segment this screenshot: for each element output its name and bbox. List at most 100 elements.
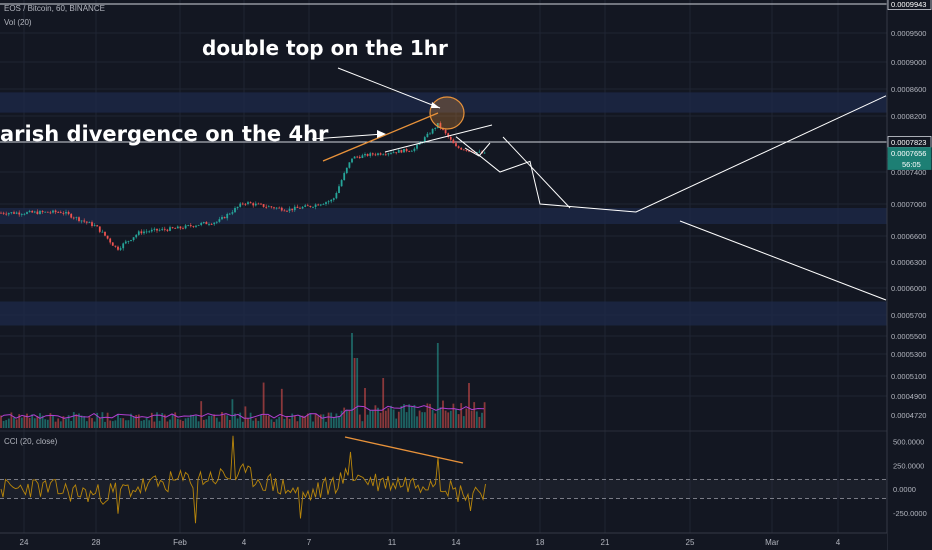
double-top-circle bbox=[429, 96, 465, 130]
candle-body bbox=[39, 211, 41, 215]
volume-bar bbox=[28, 417, 31, 428]
time-tick-label: 11 bbox=[388, 538, 397, 547]
candle-body bbox=[304, 205, 307, 207]
volume-bar bbox=[478, 416, 481, 428]
volume-bar bbox=[265, 415, 268, 428]
projection-zigzag bbox=[464, 142, 491, 157]
candle-body bbox=[239, 203, 242, 207]
volume-bar bbox=[301, 415, 304, 428]
volume-bar bbox=[174, 412, 177, 428]
candle-body bbox=[176, 226, 179, 229]
candle-body bbox=[31, 210, 34, 213]
volume-bar bbox=[434, 413, 437, 428]
candle-body bbox=[140, 231, 143, 234]
volume-bar bbox=[192, 415, 195, 428]
candle-body bbox=[26, 212, 28, 214]
volume-bar bbox=[377, 407, 379, 428]
volume-bar bbox=[390, 405, 392, 428]
candle-body bbox=[158, 229, 161, 231]
candle-body bbox=[319, 204, 322, 206]
candle-body bbox=[195, 225, 197, 227]
volume-bar bbox=[210, 415, 213, 428]
candle-body bbox=[187, 225, 190, 226]
candle-body bbox=[41, 211, 44, 213]
volume-bar bbox=[59, 421, 62, 428]
volume-bar bbox=[176, 418, 179, 428]
volume-bar bbox=[163, 414, 166, 428]
volume-bar bbox=[0, 415, 2, 428]
candle-body bbox=[452, 139, 455, 144]
volume-bar bbox=[117, 414, 119, 428]
volume-bar bbox=[215, 417, 218, 428]
candle-body bbox=[335, 193, 338, 199]
volume-bar bbox=[78, 413, 80, 428]
candle-body bbox=[286, 210, 288, 212]
volume-bar bbox=[104, 421, 106, 428]
time-tick-label: 28 bbox=[92, 538, 101, 547]
volume-bar bbox=[418, 410, 421, 428]
candle-body bbox=[197, 224, 200, 226]
candle-body bbox=[215, 221, 218, 223]
volume-bar bbox=[7, 418, 10, 428]
candle-body bbox=[96, 225, 99, 227]
candle-body bbox=[468, 150, 470, 152]
volume-bar bbox=[52, 415, 54, 428]
price-tag-box bbox=[887, 158, 932, 170]
candle-body bbox=[431, 128, 434, 134]
candle-body bbox=[317, 204, 320, 206]
candle-body bbox=[395, 152, 398, 154]
candle-body bbox=[52, 210, 54, 213]
volume-bar bbox=[379, 412, 382, 428]
volume-bar bbox=[449, 410, 452, 428]
candle-body bbox=[293, 206, 296, 211]
candle-body bbox=[127, 240, 130, 242]
candle-body bbox=[260, 203, 262, 205]
volume-bar bbox=[275, 419, 278, 428]
volume-bar bbox=[374, 405, 377, 428]
volume-bar bbox=[312, 421, 314, 428]
candle-body bbox=[137, 231, 140, 235]
candle-body bbox=[449, 136, 452, 140]
pointer-arrowhead-left bbox=[377, 130, 386, 138]
volume-bar bbox=[75, 414, 78, 428]
candle-body bbox=[390, 153, 392, 154]
candle-body bbox=[379, 153, 382, 155]
volume-bar bbox=[213, 414, 216, 428]
candle-body bbox=[218, 219, 221, 222]
volume-bar bbox=[166, 421, 169, 428]
candle-body bbox=[465, 149, 468, 151]
price-zone bbox=[0, 92, 887, 113]
volume-bar bbox=[218, 421, 221, 428]
price-tag-label: 0.0009943 bbox=[891, 0, 926, 9]
candle-body bbox=[439, 123, 442, 128]
candle-body bbox=[156, 228, 158, 231]
candle-body bbox=[114, 245, 117, 247]
volume-bar bbox=[62, 416, 65, 428]
volume-bar bbox=[483, 402, 486, 428]
candle-body bbox=[392, 152, 395, 154]
candle-body bbox=[130, 240, 132, 241]
candle-body bbox=[153, 228, 156, 230]
price-tick-label: 0.0005100 bbox=[891, 372, 926, 381]
candle-body bbox=[65, 212, 67, 214]
candle-body bbox=[384, 154, 387, 156]
volume-bar bbox=[384, 410, 387, 428]
candle-body bbox=[444, 129, 447, 134]
volume-bar bbox=[124, 420, 127, 428]
pointer-arrow-left bbox=[311, 133, 384, 140]
candle-body bbox=[265, 206, 268, 208]
volume-bar bbox=[39, 413, 41, 428]
candle-body bbox=[228, 213, 231, 215]
volume-bar bbox=[358, 414, 361, 428]
volume-bar bbox=[111, 421, 114, 428]
candle-body bbox=[473, 151, 476, 153]
volume-bar bbox=[325, 421, 327, 428]
time-tick-label: 4 bbox=[836, 538, 841, 547]
time-tick-label: Feb bbox=[173, 538, 187, 547]
candle-body bbox=[221, 217, 223, 220]
candle-body bbox=[267, 206, 270, 208]
volume-bar bbox=[288, 418, 291, 428]
candle-body bbox=[174, 228, 177, 229]
candle-body bbox=[23, 213, 26, 215]
